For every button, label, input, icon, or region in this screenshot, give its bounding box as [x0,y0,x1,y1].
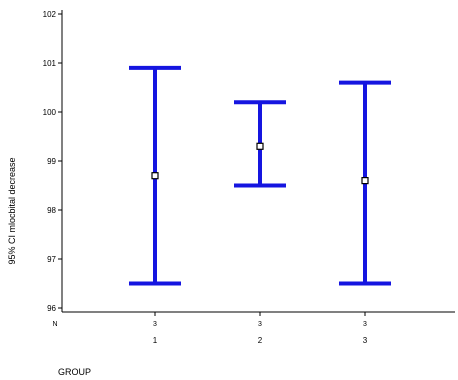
x-tick-label-2: 2 [258,336,263,345]
y-tick-label-100: 100 [43,108,57,117]
y-tick-label-101: 101 [43,59,57,68]
y-tick-label-99: 99 [47,157,56,166]
n-value-3: 3 [363,321,367,328]
x-axis-title: GROUP [58,367,91,377]
mean-marker-3 [361,177,369,185]
x-ticks: 3 1 3 2 3 3 [153,312,368,345]
mean-marker-2 [256,142,264,150]
y-tick-label-97: 97 [47,255,56,264]
error-bars [129,65,391,286]
n-value-2: 3 [258,321,262,328]
y-tick-label-96: 96 [47,304,56,313]
y-tick-label-102: 102 [43,10,57,19]
n-value-1: 3 [153,321,157,328]
n-row-label: N [52,321,57,328]
mean-marker-1 [151,172,159,180]
y-ticks: 96 97 98 99 100 101 102 [43,10,62,313]
x-tick-label-1: 1 [153,336,158,345]
x-tick-label-3: 3 [363,336,368,345]
y-axis-title: 95% CI mlocbital decrease [7,157,17,264]
y-tick-label-98: 98 [47,206,56,215]
